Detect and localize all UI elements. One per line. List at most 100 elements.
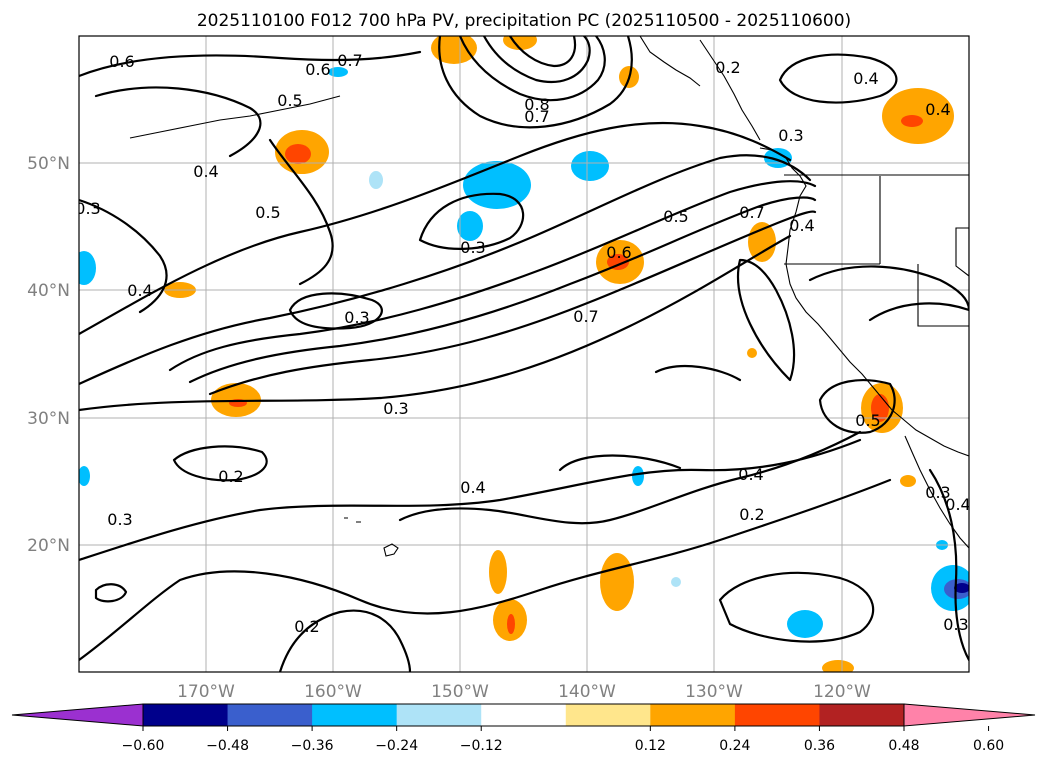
colorbar-extend-low	[11, 703, 144, 727]
pv-contour-line	[808, 265, 969, 312]
precip-blob	[79, 251, 96, 285]
pv-contour-line	[168, 180, 817, 372]
precip-blob	[632, 466, 644, 486]
contour-label: 0.4	[738, 465, 763, 484]
colorbar-tick-label: 0.48	[888, 738, 919, 754]
colorbar-tick-label: −0.48	[206, 738, 249, 754]
colorbar-frame	[142, 703, 905, 727]
precip-blob	[457, 211, 483, 241]
colorbar-ticks: −0.60 −0.48 −0.36 −0.24 −0.12 0.12 0.24 0.36 0.4…	[122, 726, 1004, 754]
precip-blob	[431, 36, 477, 64]
pv-contour-line	[482, 36, 591, 84]
precip-blob	[747, 348, 757, 358]
colorbar-tick-label: 0.60	[973, 738, 1004, 754]
precip-blob	[285, 144, 311, 164]
precip-blob	[901, 115, 923, 127]
pv-contour-line	[79, 438, 862, 562]
pv-contour-line	[438, 36, 633, 129]
pv-contour-line	[458, 36, 606, 102]
pv-contour-line	[94, 86, 262, 158]
pv-contour-line	[398, 430, 862, 525]
pv-contour-labels: 0.6 0.6 0.7 0.5 0.8 0.7 0.2 0.4 0.4 0.3 …	[75, 51, 970, 636]
colorbar-segment	[650, 704, 736, 726]
contour-label: 0.4	[945, 495, 970, 514]
pv-contour-line	[188, 196, 817, 384]
graticule	[79, 36, 969, 672]
contour-label: 0.5	[855, 411, 880, 430]
contour-label: 0.5	[277, 91, 302, 110]
lon-label-150w: 150°W	[431, 682, 489, 702]
pv-contour-line	[558, 454, 682, 472]
colorbar-segment	[481, 704, 567, 726]
map-panel: 0.6 0.6 0.7 0.5 0.8 0.7 0.2 0.4 0.4 0.3 …	[75, 36, 970, 672]
longitude-labels: 170°W 160°W 150°W 140°W 130°W 120°W	[177, 682, 871, 702]
colorbar-tick-label: 0.12	[635, 738, 666, 754]
pv-contour-line	[79, 198, 168, 314]
lon-label-140w: 140°W	[558, 682, 616, 702]
lon-label-120w: 120°W	[813, 682, 871, 702]
state-borders	[784, 176, 969, 327]
pv-contour-line	[172, 445, 268, 482]
contour-label: 0.6	[606, 243, 631, 262]
contour-label: 0.4	[789, 216, 814, 235]
colorbar-segment	[819, 704, 905, 726]
pv-contour-line	[79, 50, 422, 78]
map-title: 2025110100 F012 700 hPa PV, precipitatio…	[197, 11, 851, 31]
precip-blob	[79, 466, 90, 486]
contour-label: 0.3	[383, 399, 408, 418]
precip-blob	[369, 171, 383, 189]
pv-contour-line	[928, 468, 969, 662]
map-frame	[78, 35, 970, 673]
pv-contour-line	[278, 609, 412, 672]
contour-label: 0.7	[337, 51, 362, 70]
precip-blob	[571, 151, 609, 181]
contour-label: 0.6	[109, 52, 134, 71]
colorbar-tick-label: 0.36	[804, 738, 835, 754]
precip-blob	[507, 614, 515, 634]
pv-contour-line	[79, 121, 792, 336]
pv-contour-line	[288, 292, 383, 330]
lon-label-130w: 130°W	[685, 682, 743, 702]
precip-blob	[600, 553, 634, 611]
colorbar-segment	[565, 704, 651, 726]
contour-label: 0.4	[127, 281, 152, 300]
lon-label-160w: 160°W	[304, 682, 362, 702]
pv-contour-line	[737, 258, 796, 382]
baja-coast-outline	[904, 435, 969, 549]
contour-label: 0.2	[739, 505, 764, 524]
pv-contour-line	[718, 571, 875, 643]
pv-contour-line	[268, 138, 334, 286]
colorbar-tick-label: −0.24	[375, 738, 418, 754]
contour-label: 0.5	[663, 207, 688, 226]
contour-label: 0.6	[305, 60, 330, 79]
pv-contour-line	[654, 365, 742, 382]
lon-label-170w: 170°W	[177, 682, 235, 702]
lat-label-50n: 50°N	[27, 154, 70, 174]
contour-label: 0.7	[573, 307, 598, 326]
colorbar: −0.60 −0.48 −0.36 −0.24 −0.12 0.12 0.24 0.36 0.4…	[11, 703, 1036, 754]
contour-label: 0.3	[107, 510, 132, 529]
pv-contour-line	[508, 36, 577, 68]
precip-blob	[463, 161, 531, 209]
contour-label: 0.4	[193, 162, 218, 181]
alaska-coast-outline	[699, 39, 761, 141]
precip-blob	[607, 254, 629, 270]
colorbar-tick-label: 0.24	[719, 738, 750, 754]
pv-contour-line	[778, 53, 898, 104]
pv-contour-line	[418, 192, 525, 250]
precip-blob	[489, 550, 507, 594]
lat-label-30n: 30°N	[27, 409, 70, 429]
contour-label: 0.2	[218, 467, 243, 486]
contour-label: 0.4	[925, 100, 950, 119]
contour-label: 0.2	[294, 617, 319, 636]
gulf-of-alaska-coast	[639, 36, 701, 87]
contour-label: 0.3	[75, 199, 100, 218]
pv-contour-line	[94, 583, 128, 603]
contour-label: 0.4	[460, 478, 485, 497]
lat-label-20n: 20°N	[27, 536, 70, 556]
precip-blob	[503, 36, 537, 50]
contour-label: 0.7	[739, 203, 764, 222]
precip-blob	[900, 475, 916, 487]
latitude-labels: 50°N 40°N 30°N 20°N	[27, 154, 70, 556]
